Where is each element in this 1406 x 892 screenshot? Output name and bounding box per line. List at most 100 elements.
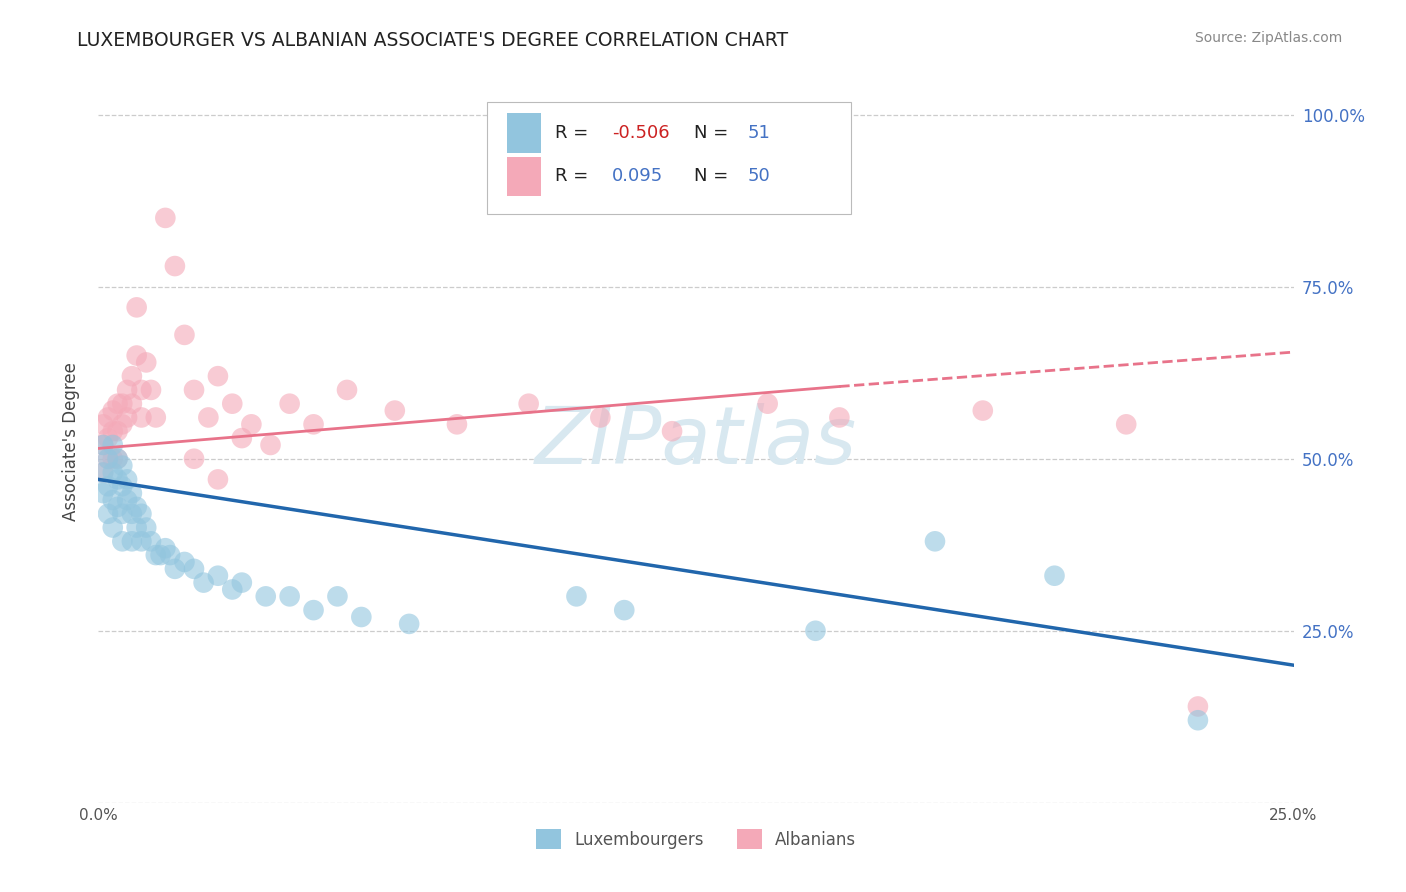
- Point: [101, 451, 124, 466]
- Point: [111, 507, 134, 521]
- Point: [259, 438, 281, 452]
- Point: [446, 417, 468, 432]
- Point: [326, 590, 349, 604]
- Point: [131, 534, 153, 549]
- Point: [115, 472, 138, 486]
- Point: [91, 466, 114, 480]
- Point: [661, 424, 683, 438]
- Text: ZIPatlas: ZIPatlas: [534, 402, 858, 481]
- Point: [125, 349, 148, 363]
- Point: [193, 575, 215, 590]
- Point: [278, 397, 301, 411]
- Point: [183, 562, 205, 576]
- Point: [97, 451, 120, 466]
- Point: [231, 575, 253, 590]
- Point: [131, 383, 153, 397]
- Point: [131, 410, 153, 425]
- Point: [207, 472, 229, 486]
- Point: [278, 590, 301, 604]
- Point: [121, 397, 143, 411]
- Point: [254, 590, 277, 604]
- Text: N =: N =: [693, 168, 734, 186]
- Point: [139, 383, 162, 397]
- Point: [121, 507, 143, 521]
- Point: [115, 493, 138, 508]
- Text: 50: 50: [748, 168, 770, 186]
- Point: [231, 431, 253, 445]
- Point: [613, 603, 636, 617]
- Text: R =: R =: [555, 168, 593, 186]
- Point: [336, 383, 359, 397]
- Point: [145, 548, 167, 562]
- Point: [221, 582, 243, 597]
- Point: [115, 383, 138, 397]
- Text: 51: 51: [748, 124, 770, 142]
- Point: [111, 458, 134, 473]
- Point: [1043, 568, 1066, 582]
- Point: [159, 548, 181, 562]
- Point: [101, 466, 124, 480]
- Point: [804, 624, 827, 638]
- Point: [183, 383, 205, 397]
- Point: [398, 616, 420, 631]
- Point: [101, 520, 124, 534]
- Legend: Luxembourgers, Albanians: Luxembourgers, Albanians: [529, 822, 863, 856]
- Point: [1187, 713, 1209, 727]
- Bar: [508, 156, 541, 196]
- Point: [121, 486, 143, 500]
- Point: [91, 417, 114, 432]
- Text: -0.506: -0.506: [613, 124, 669, 142]
- Point: [111, 534, 134, 549]
- Point: [101, 438, 124, 452]
- Point: [111, 397, 134, 411]
- Point: [163, 259, 186, 273]
- Point: [107, 451, 129, 466]
- Point: [91, 466, 114, 480]
- Point: [207, 568, 229, 582]
- Point: [207, 369, 229, 384]
- Point: [135, 520, 157, 534]
- Point: [97, 507, 120, 521]
- Point: [756, 397, 779, 411]
- Point: [91, 438, 114, 452]
- Point: [302, 603, 325, 617]
- Point: [121, 369, 143, 384]
- Point: [91, 438, 114, 452]
- Point: [107, 424, 129, 438]
- Point: [163, 562, 186, 576]
- Point: [135, 355, 157, 369]
- Text: R =: R =: [555, 124, 593, 142]
- Text: LUXEMBOURGER VS ALBANIAN ASSOCIATE'S DEGREE CORRELATION CHART: LUXEMBOURGER VS ALBANIAN ASSOCIATE'S DEG…: [77, 31, 789, 50]
- Point: [101, 493, 124, 508]
- Point: [125, 301, 148, 315]
- Point: [97, 431, 120, 445]
- Point: [828, 410, 851, 425]
- Point: [101, 403, 124, 417]
- Point: [125, 520, 148, 534]
- Point: [221, 397, 243, 411]
- Point: [384, 403, 406, 417]
- Point: [107, 500, 129, 514]
- Point: [115, 410, 138, 425]
- Text: Source: ZipAtlas.com: Source: ZipAtlas.com: [1195, 31, 1343, 45]
- Point: [97, 410, 120, 425]
- Point: [1115, 417, 1137, 432]
- Point: [924, 534, 946, 549]
- Point: [107, 451, 129, 466]
- Point: [125, 500, 148, 514]
- Point: [972, 403, 994, 417]
- Point: [589, 410, 612, 425]
- Point: [149, 548, 172, 562]
- Y-axis label: Associate's Degree: Associate's Degree: [62, 362, 80, 521]
- Point: [111, 479, 134, 493]
- Point: [145, 410, 167, 425]
- Point: [565, 590, 588, 604]
- Point: [111, 417, 134, 432]
- Point: [91, 486, 114, 500]
- Point: [173, 555, 195, 569]
- Point: [183, 451, 205, 466]
- FancyBboxPatch shape: [486, 102, 852, 214]
- Point: [1187, 699, 1209, 714]
- Point: [107, 472, 129, 486]
- Point: [121, 534, 143, 549]
